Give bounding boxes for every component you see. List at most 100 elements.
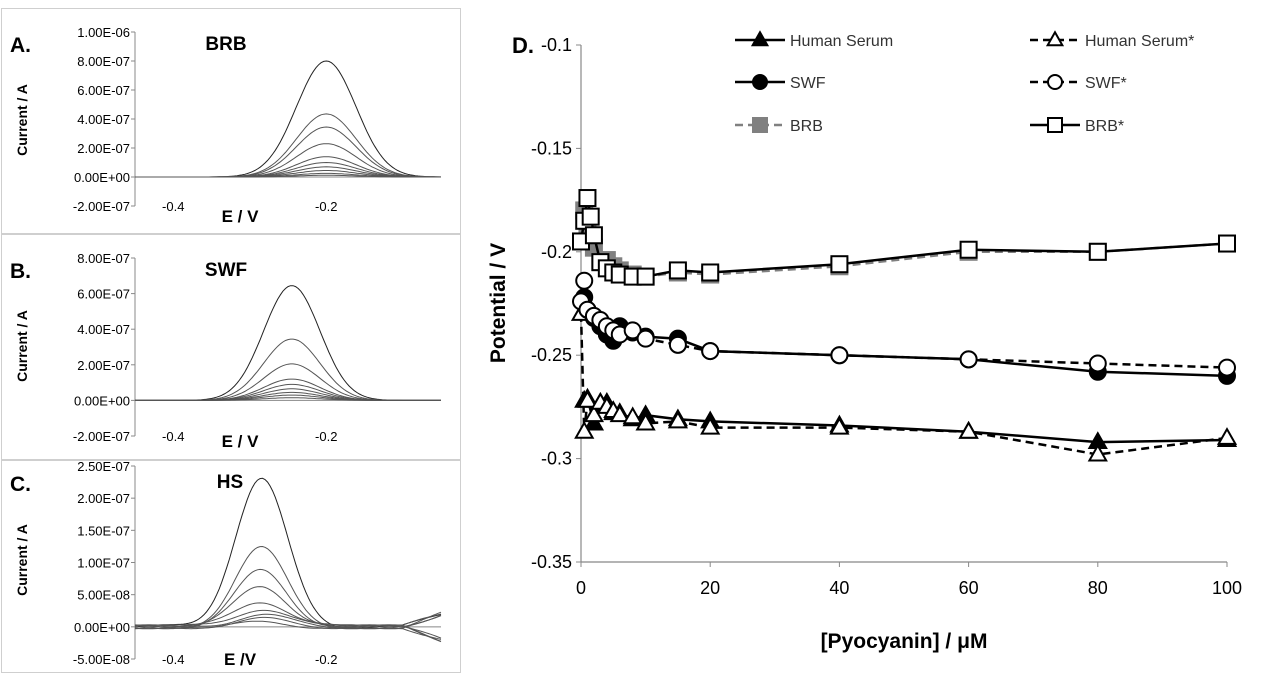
- x-tick-label: -0.2: [315, 652, 337, 667]
- legend-label: BRB*: [1085, 118, 1124, 135]
- y-tick-label: -0.15: [531, 138, 572, 158]
- voltammogram-curve: [135, 388, 441, 401]
- y-tick-label: 5.00E-08: [77, 588, 130, 603]
- data-point: [622, 406, 643, 425]
- y-tick-label: -0.35: [531, 552, 572, 572]
- y-tick-label: 2.50E-07: [77, 459, 130, 474]
- y-tick-label: 1.00E-07: [77, 556, 130, 571]
- potential-chart: -0.1 -0.15 -0.2 -0.25 -0.3 -0.350 20 40 60 80 100 D…: [487, 30, 1242, 653]
- y-tick-label: 6.00E-07: [77, 287, 130, 302]
- voltammogram-curve: [134, 609, 442, 639]
- legend-label: Human Serum*: [1085, 33, 1194, 50]
- data-point: [578, 189, 597, 208]
- data-point: [575, 271, 594, 290]
- data-point: [958, 420, 979, 439]
- x-tick-label: -0.4: [162, 652, 184, 667]
- legend-marker: [1045, 30, 1065, 47]
- x-tick-label: 20: [700, 578, 720, 598]
- data-point: [581, 207, 600, 226]
- x-tick-label: -0.2: [315, 199, 337, 214]
- voltammogram-curve: [134, 568, 442, 629]
- y-tick-label: 2.00E-07: [77, 358, 130, 373]
- voltammogram-curve: [135, 113, 442, 178]
- data-point: [1088, 242, 1107, 261]
- voltammogram-curve: [135, 391, 441, 401]
- x-axis-title: [Pyocyanin] / μM: [821, 630, 988, 653]
- data-point: [1218, 358, 1236, 377]
- y-axis-title: Current / A: [14, 84, 30, 156]
- legend-marker: [752, 74, 768, 90]
- legend-marker: [750, 30, 770, 47]
- y-tick-label: -0.25: [531, 345, 572, 365]
- legend-marker: [752, 117, 768, 133]
- data-point: [1088, 354, 1107, 373]
- data-point: [574, 420, 595, 439]
- legend: Human Serum Human Serum* SWF SWF* BRB BRB*: [735, 30, 1194, 135]
- voltammogram-curve: [135, 338, 441, 401]
- legend-label: BRB: [790, 118, 823, 135]
- panel-c-frame: [1, 460, 461, 673]
- x-tick-label: 80: [1088, 578, 1108, 598]
- voltammogram-curve: [135, 378, 441, 401]
- y-tick-label: 0.00E+00: [74, 170, 130, 185]
- voltammogram-curve: [135, 397, 441, 401]
- legend-label: SWF*: [1085, 75, 1127, 92]
- y-tick-label: 8.00E-07: [77, 54, 130, 69]
- x-tick-label: 0: [576, 578, 586, 598]
- y-tick-label: 1.50E-07: [77, 523, 130, 538]
- data-point: [668, 335, 687, 354]
- y-tick-label: -0.2: [541, 242, 572, 262]
- legend-marker: [1047, 74, 1063, 90]
- y-axis-title: Current / A: [14, 524, 30, 596]
- x-tick-label: -0.4: [162, 429, 184, 444]
- data-point: [635, 412, 656, 431]
- y-tick-label: 4.00E-07: [77, 322, 130, 337]
- voltammogram-panel-hs: 2.50E-07 2.00E-07 1.50E-07 1.00E-07 5.00E-08…: [10, 459, 442, 669]
- series-line: [579, 280, 1228, 369]
- data-point: [667, 410, 689, 429]
- legend-entry: Human Serum*: [1030, 30, 1194, 50]
- voltammogram-curve: [135, 174, 441, 178]
- legend-marker: [1047, 117, 1063, 133]
- data-point: [636, 267, 655, 286]
- panel-title: BRB: [205, 34, 246, 55]
- data-point: [830, 346, 849, 365]
- y-tick-label: 0.00E+00: [74, 393, 130, 408]
- legend-entry: SWF*: [1030, 74, 1127, 92]
- panel-label: B.: [10, 260, 31, 283]
- panel-b-frame: [1, 234, 461, 460]
- data-point: [1216, 427, 1238, 445]
- y-tick-label: -2.00E-07: [73, 429, 130, 444]
- series-brb-star: [572, 189, 1236, 286]
- legend-label: Human Serum: [790, 33, 893, 50]
- y-tick-label: 1.00E-06: [77, 25, 130, 40]
- legend-entry: BRB: [735, 117, 823, 135]
- series-human-serum-star: [570, 303, 1238, 462]
- voltammogram-curve: [135, 285, 441, 401]
- legend-entry: Human Serum: [735, 30, 893, 50]
- legend-entry: SWF: [735, 74, 826, 92]
- x-axis-title: E / V: [222, 432, 260, 451]
- data-point: [830, 255, 849, 274]
- data-point: [609, 404, 630, 423]
- voltammogram-curve: [134, 616, 442, 642]
- y-tick-label: 2.00E-07: [77, 491, 130, 506]
- panel-title: HS: [217, 472, 243, 493]
- legend-label: SWF: [790, 75, 826, 92]
- x-tick-label: -0.2: [315, 429, 337, 444]
- data-point: [959, 240, 978, 259]
- data-point: [1218, 234, 1236, 253]
- data-point: [636, 329, 655, 348]
- y-axis-title: Current / A: [14, 310, 30, 382]
- y-tick-label: -0.3: [541, 449, 572, 469]
- series-swf-star: [572, 271, 1236, 377]
- y-tick-label: -5.00E-08: [73, 652, 130, 667]
- data-point: [700, 416, 721, 435]
- legend-entry: BRB*: [1030, 117, 1124, 135]
- data-point: [959, 350, 978, 369]
- data-point: [577, 389, 598, 408]
- voltammogram-curve: [134, 615, 442, 630]
- y-tick-label: 6.00E-07: [77, 83, 130, 98]
- y-axis-title: Potential / V: [487, 243, 510, 363]
- panel-label: A.: [10, 34, 31, 57]
